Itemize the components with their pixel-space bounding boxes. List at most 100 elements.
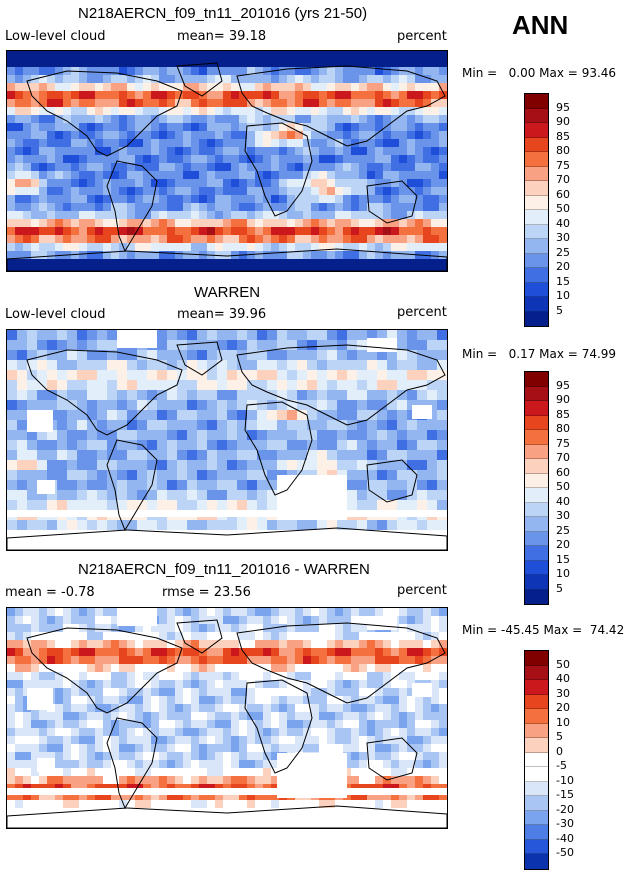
colorbar-swatch <box>525 723 548 738</box>
colorbar-tick-label: 40 <box>556 494 570 508</box>
colorbar-swatch <box>525 210 548 225</box>
colorbar-swatch <box>525 459 548 474</box>
colorbar-swatch <box>525 709 548 724</box>
colorbar-swatch <box>525 502 548 517</box>
colorbar-tick-label: 5 <box>556 303 563 317</box>
panel1-variable-label: Low-level cloud <box>5 29 106 44</box>
season-label: ANN <box>512 10 569 40</box>
colorbar-swatch <box>525 181 548 196</box>
panel3-max-value: 74.42 <box>589 623 625 637</box>
colorbar-tick-label: 40 <box>556 672 570 685</box>
colorbar-swatch <box>525 694 548 709</box>
colorbar-swatch <box>525 839 548 854</box>
colorbar-tick-label: 30 <box>556 231 570 244</box>
panel1-title: N218AERCN_f09_tn11_201016 (yrs 21-50) <box>78 5 368 22</box>
colorbar-swatch <box>525 430 548 445</box>
colorbar-tick-label: 85 <box>556 129 570 143</box>
colorbar-tick-label: 50 <box>556 657 570 671</box>
panel2-min-label: Min = <box>462 347 498 361</box>
colorbar-swatch <box>525 810 548 825</box>
colorbar-tick-label: -10 <box>556 773 574 787</box>
colorbar-swatch <box>525 94 548 109</box>
colorbar-swatch <box>525 311 548 326</box>
colorbar-tick-label: 10 <box>556 289 570 302</box>
colorbar-tick-label: 20 <box>556 260 570 273</box>
panel3-colorbar <box>524 650 549 870</box>
colorbar-swatch <box>525 825 548 840</box>
colorbar-swatch <box>525 665 548 680</box>
colorbar-swatch <box>525 488 548 503</box>
colorbar-swatch <box>525 401 548 416</box>
colorbar-tick-label: -30 <box>556 817 574 830</box>
colorbar-swatch <box>525 473 548 488</box>
colorbar-tick-label: 70 <box>556 173 570 186</box>
panel1-min-max: Min = 0.00 Max = 93.46 <box>462 66 616 80</box>
panel3-map <box>6 607 448 829</box>
panel2-variable-label: Low-level cloud <box>5 307 106 322</box>
colorbar-swatch <box>525 738 548 753</box>
colorbar-tick-label: -50 <box>556 846 574 859</box>
colorbar-tick-label: 20 <box>556 701 570 714</box>
colorbar-swatch <box>525 195 548 210</box>
colorbar-tick-label: 85 <box>556 407 570 421</box>
panel1-mean-label: mean= 39.18 <box>177 29 267 44</box>
panel1-min-label: Min = <box>462 66 498 80</box>
panel3-min-max: Min = -45.45 Max = 74.42 <box>462 623 624 637</box>
colorbar-swatch <box>525 123 548 138</box>
colorbar-tick-label: 95 <box>556 100 570 114</box>
panel2-mean-label: mean= 39.96 <box>177 307 267 322</box>
panel3-units-label: percent <box>397 583 447 598</box>
panel2-max-label: Max = <box>539 347 578 361</box>
panel3-mean-label: mean = -0.78 <box>5 585 95 600</box>
colorbar-swatch <box>525 589 548 604</box>
colorbar-swatch <box>525 680 548 695</box>
panel3-min-value: -45.45 <box>501 623 540 637</box>
colorbar-tick-label: 0 <box>556 744 563 758</box>
panel2-units-label: percent <box>397 305 447 320</box>
panel2-colorbar <box>524 371 549 605</box>
colorbar-tick-label: 20 <box>556 538 570 551</box>
colorbar-tick-label: 15 <box>556 552 570 566</box>
panel1-max-value: 93.46 <box>581 66 617 80</box>
panel3-min-label: Min = <box>462 623 498 637</box>
colorbar-swatch <box>525 531 548 546</box>
colorbar-swatch <box>525 752 548 767</box>
colorbar-swatch <box>525 108 548 123</box>
colorbar-tick-label: 25 <box>556 245 570 259</box>
panel2-min-value: 0.17 <box>508 347 536 361</box>
colorbar-swatch <box>525 415 548 430</box>
colorbar-tick-label: -20 <box>556 802 574 816</box>
panel1-min-value: 0.00 <box>508 66 536 80</box>
panel2-map <box>6 329 448 551</box>
colorbar-tick-label: 30 <box>556 686 570 700</box>
colorbar-tick-label: 90 <box>556 393 570 406</box>
colorbar-swatch <box>525 796 548 811</box>
panel2-max-value: 74.99 <box>581 347 617 361</box>
colorbar-swatch <box>525 297 548 312</box>
panel1-colorbar <box>524 93 549 327</box>
colorbar-swatch <box>525 372 548 387</box>
colorbar-tick-label: 95 <box>556 378 570 392</box>
colorbar-tick-label: 60 <box>556 187 570 201</box>
panel3-title: N218AERCN_f09_tn11_201016 - WARREN <box>78 561 370 578</box>
colorbar-swatch <box>525 575 548 590</box>
panel3-rmse-label: rmse = 23.56 <box>162 585 251 600</box>
panel3-max-label: Max = <box>543 623 583 637</box>
colorbar-swatch <box>525 268 548 283</box>
colorbar-swatch <box>525 224 548 239</box>
colorbar-tick-label: 25 <box>556 523 570 537</box>
colorbar-swatch <box>525 166 548 181</box>
colorbar-tick-label: 10 <box>556 715 570 729</box>
colorbar-swatch <box>525 282 548 297</box>
colorbar-tick-label: 75 <box>556 436 570 450</box>
colorbar-swatch <box>525 517 548 532</box>
colorbar-tick-label: 40 <box>556 216 570 230</box>
colorbar-swatch <box>525 651 548 666</box>
panel1-map <box>6 50 448 272</box>
colorbar-tick-label: 90 <box>556 115 570 128</box>
colorbar-tick-label: 15 <box>556 274 570 288</box>
colorbar-tick-label: 70 <box>556 451 570 464</box>
colorbar-swatch <box>525 152 548 167</box>
colorbar-tick-label: 50 <box>556 480 570 493</box>
colorbar-swatch <box>525 444 548 459</box>
